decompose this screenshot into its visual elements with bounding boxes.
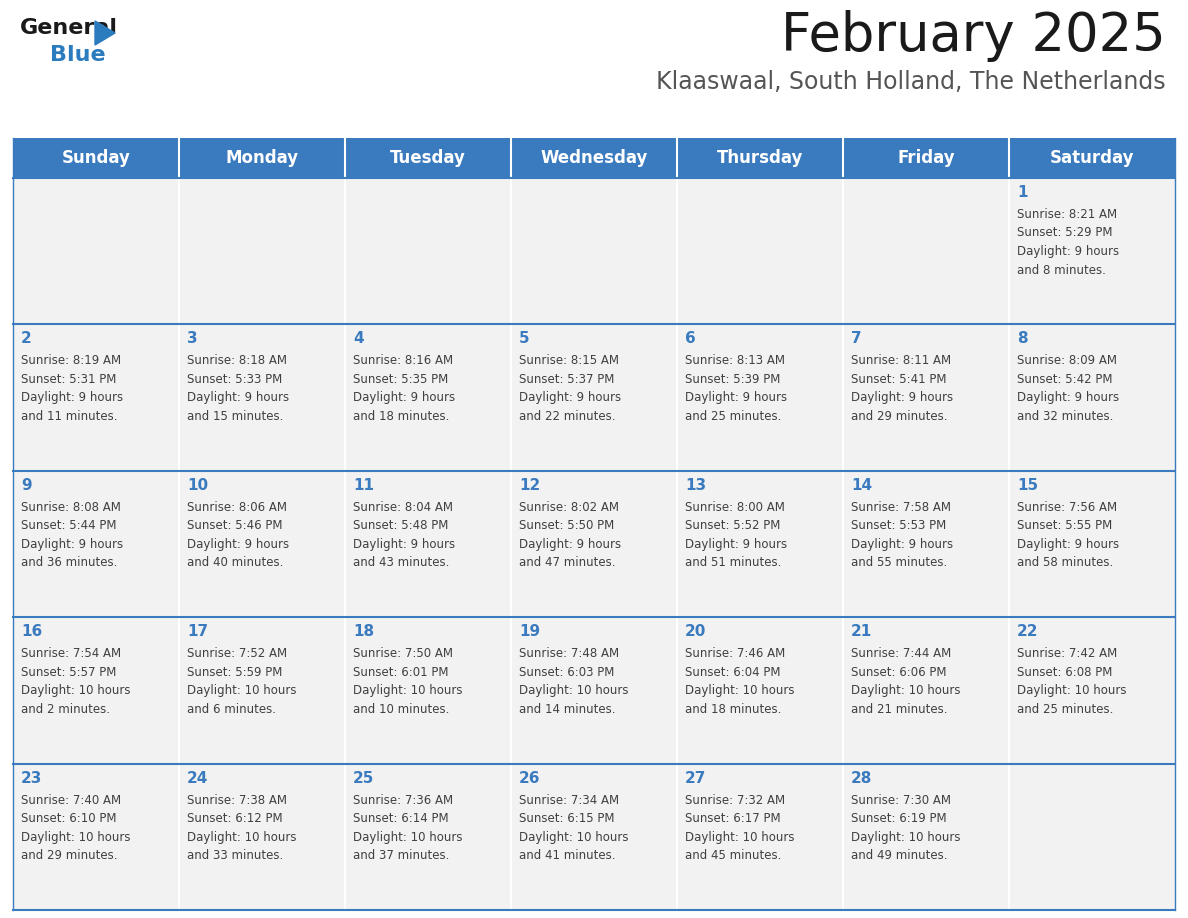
Bar [179,138,345,178]
Text: Sunrise: 7:36 AM
Sunset: 6:14 PM
Daylight: 10 hours
and 37 minutes.: Sunrise: 7:36 AM Sunset: 6:14 PM Dayligh… [353,793,462,862]
Text: 11: 11 [353,477,374,493]
Text: 5: 5 [519,331,530,346]
Text: Sunrise: 7:56 AM
Sunset: 5:55 PM
Daylight: 9 hours
and 58 minutes.: Sunrise: 7:56 AM Sunset: 5:55 PM Dayligh… [1017,501,1119,569]
Text: Saturday: Saturday [1050,149,1135,167]
Text: Sunrise: 8:19 AM
Sunset: 5:31 PM
Daylight: 9 hours
and 11 minutes.: Sunrise: 8:19 AM Sunset: 5:31 PM Dayligh… [21,354,124,423]
Bar [13,178,1175,324]
Text: Monday: Monday [226,149,298,167]
Text: Sunrise: 8:11 AM
Sunset: 5:41 PM
Daylight: 9 hours
and 29 minutes.: Sunrise: 8:11 AM Sunset: 5:41 PM Dayligh… [851,354,953,423]
Bar [1009,138,1175,178]
Text: Sunrise: 8:18 AM
Sunset: 5:33 PM
Daylight: 9 hours
and 15 minutes.: Sunrise: 8:18 AM Sunset: 5:33 PM Dayligh… [187,354,289,423]
Text: 4: 4 [353,331,364,346]
Bar [13,617,1175,764]
Text: 17: 17 [187,624,208,639]
Text: Sunrise: 8:08 AM
Sunset: 5:44 PM
Daylight: 9 hours
and 36 minutes.: Sunrise: 8:08 AM Sunset: 5:44 PM Dayligh… [21,501,124,569]
Text: 28: 28 [851,770,872,786]
Text: Sunrise: 7:40 AM
Sunset: 6:10 PM
Daylight: 10 hours
and 29 minutes.: Sunrise: 7:40 AM Sunset: 6:10 PM Dayligh… [21,793,131,862]
Text: Sunrise: 7:38 AM
Sunset: 6:12 PM
Daylight: 10 hours
and 33 minutes.: Sunrise: 7:38 AM Sunset: 6:12 PM Dayligh… [187,793,297,862]
Polygon shape [95,21,115,45]
Bar [511,138,677,178]
Text: Sunrise: 7:48 AM
Sunset: 6:03 PM
Daylight: 10 hours
and 14 minutes.: Sunrise: 7:48 AM Sunset: 6:03 PM Dayligh… [519,647,628,716]
Text: 25: 25 [353,770,374,786]
Text: Tuesday: Tuesday [390,149,466,167]
Text: February 2025: February 2025 [782,10,1165,62]
Text: 24: 24 [187,770,208,786]
Bar [13,138,179,178]
Text: 12: 12 [519,477,541,493]
Text: Friday: Friday [897,149,955,167]
Text: 18: 18 [353,624,374,639]
Text: Sunrise: 8:21 AM
Sunset: 5:29 PM
Daylight: 9 hours
and 8 minutes.: Sunrise: 8:21 AM Sunset: 5:29 PM Dayligh… [1017,208,1119,276]
Text: Wednesday: Wednesday [541,149,647,167]
Text: 19: 19 [519,624,541,639]
Text: Sunrise: 7:58 AM
Sunset: 5:53 PM
Daylight: 9 hours
and 55 minutes.: Sunrise: 7:58 AM Sunset: 5:53 PM Dayligh… [851,501,953,569]
Text: 21: 21 [851,624,872,639]
Bar [843,138,1009,178]
Text: Sunday: Sunday [62,149,131,167]
Text: 2: 2 [21,331,32,346]
Text: 3: 3 [187,331,197,346]
Bar [13,324,1175,471]
Text: 14: 14 [851,477,872,493]
Text: Sunrise: 8:09 AM
Sunset: 5:42 PM
Daylight: 9 hours
and 32 minutes.: Sunrise: 8:09 AM Sunset: 5:42 PM Dayligh… [1017,354,1119,423]
Text: Sunrise: 7:42 AM
Sunset: 6:08 PM
Daylight: 10 hours
and 25 minutes.: Sunrise: 7:42 AM Sunset: 6:08 PM Dayligh… [1017,647,1126,716]
Text: 7: 7 [851,331,861,346]
Text: Sunrise: 8:15 AM
Sunset: 5:37 PM
Daylight: 9 hours
and 22 minutes.: Sunrise: 8:15 AM Sunset: 5:37 PM Dayligh… [519,354,621,423]
Text: Sunrise: 7:30 AM
Sunset: 6:19 PM
Daylight: 10 hours
and 49 minutes.: Sunrise: 7:30 AM Sunset: 6:19 PM Dayligh… [851,793,961,862]
Text: Sunrise: 7:54 AM
Sunset: 5:57 PM
Daylight: 10 hours
and 2 minutes.: Sunrise: 7:54 AM Sunset: 5:57 PM Dayligh… [21,647,131,716]
Text: 16: 16 [21,624,43,639]
Text: 1: 1 [1017,185,1028,200]
Text: 8: 8 [1017,331,1028,346]
Text: 10: 10 [187,477,208,493]
Text: Sunrise: 7:32 AM
Sunset: 6:17 PM
Daylight: 10 hours
and 45 minutes.: Sunrise: 7:32 AM Sunset: 6:17 PM Dayligh… [685,793,795,862]
Text: Sunrise: 8:02 AM
Sunset: 5:50 PM
Daylight: 9 hours
and 47 minutes.: Sunrise: 8:02 AM Sunset: 5:50 PM Dayligh… [519,501,621,569]
Bar [13,471,1175,617]
Text: 23: 23 [21,770,43,786]
Bar [677,138,843,178]
Bar [345,138,511,178]
Text: Sunrise: 8:00 AM
Sunset: 5:52 PM
Daylight: 9 hours
and 51 minutes.: Sunrise: 8:00 AM Sunset: 5:52 PM Dayligh… [685,501,788,569]
Text: 15: 15 [1017,477,1038,493]
Text: Blue: Blue [50,45,106,65]
Text: Sunrise: 7:34 AM
Sunset: 6:15 PM
Daylight: 10 hours
and 41 minutes.: Sunrise: 7:34 AM Sunset: 6:15 PM Dayligh… [519,793,628,862]
Text: Sunrise: 8:16 AM
Sunset: 5:35 PM
Daylight: 9 hours
and 18 minutes.: Sunrise: 8:16 AM Sunset: 5:35 PM Dayligh… [353,354,455,423]
Text: Thursday: Thursday [716,149,803,167]
Text: 27: 27 [685,770,707,786]
Text: Sunrise: 7:44 AM
Sunset: 6:06 PM
Daylight: 10 hours
and 21 minutes.: Sunrise: 7:44 AM Sunset: 6:06 PM Dayligh… [851,647,961,716]
Text: 20: 20 [685,624,707,639]
Text: 22: 22 [1017,624,1038,639]
Text: 26: 26 [519,770,541,786]
Bar [13,764,1175,910]
Text: General: General [20,18,118,38]
Text: Sunrise: 8:06 AM
Sunset: 5:46 PM
Daylight: 9 hours
and 40 minutes.: Sunrise: 8:06 AM Sunset: 5:46 PM Dayligh… [187,501,289,569]
Text: Klaaswaal, South Holland, The Netherlands: Klaaswaal, South Holland, The Netherland… [657,70,1165,94]
Text: 13: 13 [685,477,706,493]
Text: 9: 9 [21,477,32,493]
Text: 6: 6 [685,331,696,346]
Text: Sunrise: 8:13 AM
Sunset: 5:39 PM
Daylight: 9 hours
and 25 minutes.: Sunrise: 8:13 AM Sunset: 5:39 PM Dayligh… [685,354,788,423]
Text: Sunrise: 8:04 AM
Sunset: 5:48 PM
Daylight: 9 hours
and 43 minutes.: Sunrise: 8:04 AM Sunset: 5:48 PM Dayligh… [353,501,455,569]
Text: Sunrise: 7:52 AM
Sunset: 5:59 PM
Daylight: 10 hours
and 6 minutes.: Sunrise: 7:52 AM Sunset: 5:59 PM Dayligh… [187,647,297,716]
Text: Sunrise: 7:46 AM
Sunset: 6:04 PM
Daylight: 10 hours
and 18 minutes.: Sunrise: 7:46 AM Sunset: 6:04 PM Dayligh… [685,647,795,716]
Text: Sunrise: 7:50 AM
Sunset: 6:01 PM
Daylight: 10 hours
and 10 minutes.: Sunrise: 7:50 AM Sunset: 6:01 PM Dayligh… [353,647,462,716]
